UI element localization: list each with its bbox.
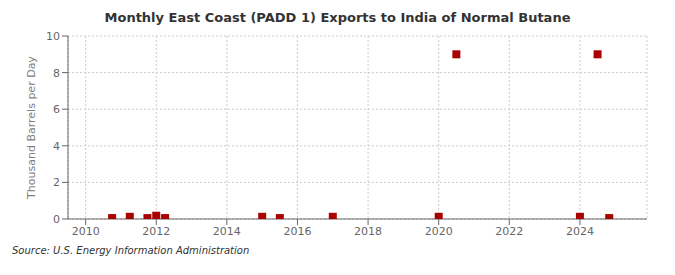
svg-text:2: 2 xyxy=(53,176,60,189)
svg-text:0: 0 xyxy=(53,213,60,226)
svg-text:2020: 2020 xyxy=(425,225,453,238)
svg-text:2016: 2016 xyxy=(283,225,311,238)
svg-text:8: 8 xyxy=(53,67,60,80)
svg-text:2012: 2012 xyxy=(142,225,170,238)
svg-text:10: 10 xyxy=(46,30,60,43)
html-text:Source: U.S. Energy Informatio: Source: U.S. Energy Information Administ… xyxy=(12,245,250,256)
html-text:Monthly East Coast (PADD 1) Ex: Monthly East Coast (PADD 1) Exports to I… xyxy=(104,10,571,25)
svg-text:2024: 2024 xyxy=(566,225,594,238)
svg-text:Thousand Barrels per Day: Thousand Barrels per Day xyxy=(25,56,38,200)
svg-text:6: 6 xyxy=(53,103,60,116)
svg-text:2014: 2014 xyxy=(213,225,241,238)
svg-text:2010: 2010 xyxy=(72,225,100,238)
svg-text:4: 4 xyxy=(53,140,60,153)
svg-text:2018: 2018 xyxy=(354,225,382,238)
svg-text:2022: 2022 xyxy=(495,225,523,238)
